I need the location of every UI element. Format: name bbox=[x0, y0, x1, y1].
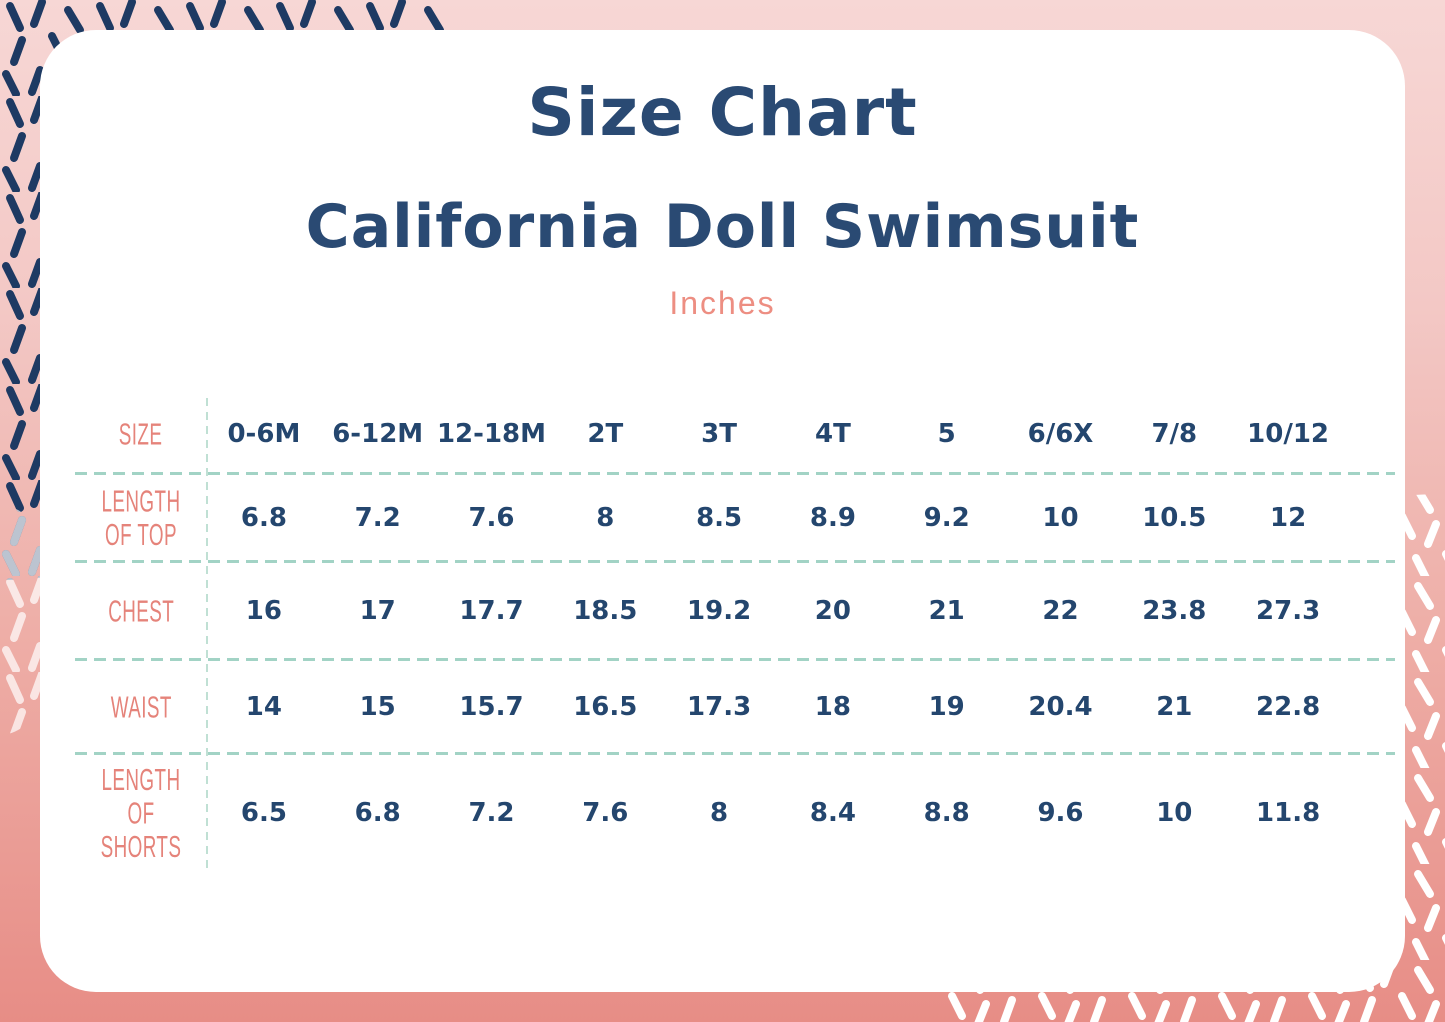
page-title: Size Chart bbox=[527, 74, 918, 151]
table-body: LENGTH OF TOP 6.8 7.2 7.6 8 8.5 8.9 9.2 10 10.5 12… bbox=[75, 472, 1395, 872]
value-cell: 27.3 bbox=[1256, 596, 1321, 626]
table-header-row: SIZE 0-6M 6-12M 12-18M 2T 3T 4T 5 6/6X 7/8 10/12 bbox=[75, 394, 1395, 474]
value-cell: 7.2 bbox=[468, 798, 515, 828]
row-label-text: LENGTH OF SHORTS bbox=[100, 761, 182, 864]
row-label-text: CHEST bbox=[108, 593, 174, 628]
size-table: SIZE 0-6M 6-12M 12-18M 2T 3T 4T 5 6/6X 7/8 10/12 … bbox=[75, 394, 1395, 872]
value-cell: 17 bbox=[359, 596, 396, 626]
value-cell: 17.7 bbox=[459, 596, 524, 626]
table-row: CHEST 16 17 17.7 18.5 19.2 20 21 22 23.8 27.3 bbox=[75, 560, 1395, 660]
units-label: Inches bbox=[669, 285, 776, 321]
table-row: LENGTH OF TOP 6.8 7.2 7.6 8 8.5 8.9 9.2 10 10.5 12 bbox=[75, 472, 1395, 562]
value-cell: 8 bbox=[710, 798, 729, 828]
value-cell: 20 bbox=[814, 596, 851, 626]
value-cell: 8.4 bbox=[809, 798, 856, 828]
value-cell: 10.5 bbox=[1142, 503, 1207, 533]
column-header: 5 bbox=[937, 419, 956, 449]
column-header: 2T bbox=[587, 419, 624, 449]
row-label-text: LENGTH OF TOP bbox=[101, 483, 181, 552]
value-cell: 15 bbox=[359, 692, 396, 722]
value-cell: 16.5 bbox=[573, 692, 638, 722]
value-cell: 19 bbox=[928, 692, 965, 722]
row-label-cell: LENGTH OF SHORTS bbox=[75, 762, 207, 862]
value-cell: 9.2 bbox=[923, 503, 970, 533]
value-cell: 9.6 bbox=[1037, 798, 1084, 828]
value-cell: 8.5 bbox=[696, 503, 743, 533]
column-header: 3T bbox=[701, 419, 737, 449]
value-cell: 12 bbox=[1270, 503, 1307, 533]
value-cell: 6.8 bbox=[354, 798, 401, 828]
value-cell: 16 bbox=[245, 596, 282, 626]
value-cell: 8.9 bbox=[809, 503, 856, 533]
value-cell: 19.2 bbox=[687, 596, 752, 626]
value-cell: 17.3 bbox=[687, 692, 752, 722]
column-header: 6-12M bbox=[332, 419, 424, 449]
vertical-dashed-divider bbox=[206, 398, 208, 872]
value-cell: 22.8 bbox=[1256, 692, 1321, 722]
product-title: California Doll Swimsuit bbox=[305, 192, 1140, 262]
row-label-cell: WAIST bbox=[75, 690, 207, 723]
column-header: 12-18M bbox=[436, 419, 546, 449]
column-header: 10/12 bbox=[1247, 419, 1330, 449]
size-chart-card: Size Chart California Doll Swimsuit Inch… bbox=[40, 30, 1405, 992]
value-cell: 8.8 bbox=[923, 798, 970, 828]
row-label-text: WAIST bbox=[110, 689, 172, 724]
value-cell: 7.2 bbox=[354, 503, 401, 533]
value-cell: 21 bbox=[1156, 692, 1193, 722]
value-cell: 18.5 bbox=[573, 596, 638, 626]
column-header: 7/8 bbox=[1151, 419, 1198, 449]
value-cell: 6.8 bbox=[240, 503, 287, 533]
row-label-cell: LENGTH OF TOP bbox=[75, 484, 207, 550]
corner-label-text: SIZE bbox=[119, 416, 163, 451]
value-cell: 15.7 bbox=[459, 692, 524, 722]
corner-label-cell: SIZE bbox=[75, 417, 207, 450]
value-cell: 21 bbox=[928, 596, 965, 626]
value-cell: 18 bbox=[814, 692, 851, 722]
table-row: LENGTH OF SHORTS 6.5 6.8 7.2 7.6 8 8.4 8.8 9.6 10… bbox=[75, 752, 1395, 872]
value-cell: 14 bbox=[245, 692, 282, 722]
column-header: 0-6M bbox=[227, 419, 301, 449]
value-cell: 23.8 bbox=[1142, 596, 1207, 626]
value-cell: 22 bbox=[1042, 596, 1079, 626]
value-cell: 7.6 bbox=[582, 798, 629, 828]
value-cell: 8 bbox=[596, 503, 615, 533]
value-cell: 10 bbox=[1042, 503, 1079, 533]
column-header: 4T bbox=[814, 419, 851, 449]
value-cell: 20.4 bbox=[1028, 692, 1093, 722]
value-cell: 10 bbox=[1156, 798, 1193, 828]
value-cell: 6.5 bbox=[240, 798, 287, 828]
value-cell: 11.8 bbox=[1256, 798, 1321, 828]
row-label-cell: CHEST bbox=[75, 594, 207, 627]
value-cell: 7.6 bbox=[468, 503, 515, 533]
column-header: 6/6X bbox=[1027, 419, 1094, 449]
table-row: WAIST 14 15 15.7 16.5 17.3 18 19 20.4 21 22.8 bbox=[75, 658, 1395, 754]
